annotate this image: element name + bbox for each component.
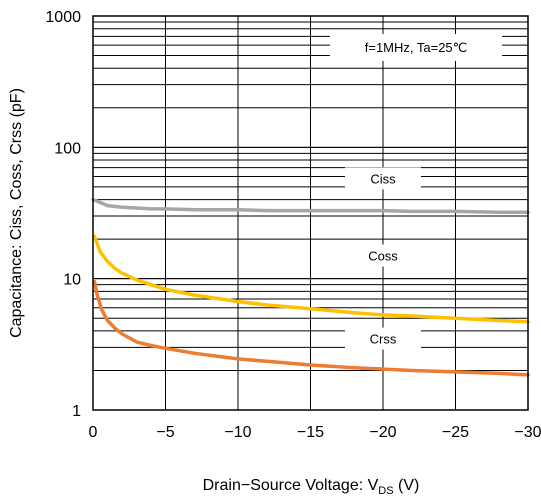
x-axis-label-main: Drain−Source Voltage: V xyxy=(203,477,379,494)
series-label-bg xyxy=(345,167,421,190)
y-tick-label: 10 xyxy=(63,272,81,289)
conditions-box: f=1MHz, Ta=25℃ xyxy=(330,34,502,61)
x-axis-label: Drain−Source Voltage: VDS (V) xyxy=(203,477,420,497)
series-labels: Ciss Coss Crss xyxy=(345,167,421,350)
series-line-coss xyxy=(92,234,530,324)
tick-labels: 0 −5 −10 −15 −20 −25 −30 1 10 100 1000 xyxy=(45,9,541,441)
series-label-bg xyxy=(345,244,421,267)
series-lines xyxy=(91,197,530,377)
x-tick-label: −10 xyxy=(224,424,251,441)
plot-frame xyxy=(92,15,529,411)
y-tick-label: 100 xyxy=(54,140,81,157)
x-tick-label: −5 xyxy=(156,424,174,441)
series-line-ciss xyxy=(91,197,530,215)
series-line-crss xyxy=(92,279,530,377)
x-tick-label: 0 xyxy=(89,424,98,441)
series-label-crss: Crss xyxy=(370,332,397,347)
y-tick-label: 1000 xyxy=(45,9,81,26)
y-axis-label: Capacitance: Ciss, Coss, Crss (pF) xyxy=(8,88,25,338)
x-tick-label: −30 xyxy=(514,424,541,441)
x-tick-label: −15 xyxy=(297,424,324,441)
y-tick-label: 1 xyxy=(72,403,81,420)
series-label-ciss: Ciss xyxy=(370,171,396,186)
conditions-text: f=1MHz, Ta=25℃ xyxy=(365,40,468,55)
x-axis-label-unit: (V) xyxy=(394,477,420,494)
series-label-coss: Coss xyxy=(368,249,398,264)
x-axis-label-sub: DS xyxy=(378,485,393,497)
series-label-bg xyxy=(345,327,421,350)
x-tick-label: −20 xyxy=(369,424,396,441)
x-tick-label: −25 xyxy=(442,424,469,441)
